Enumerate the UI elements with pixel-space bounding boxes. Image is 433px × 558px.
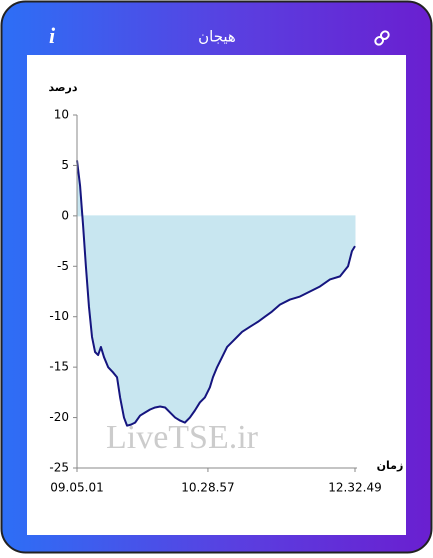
header-title: هیجان — [198, 28, 236, 46]
y-tick-label: -25 — [49, 461, 69, 475]
x-tick-label: 09.05.01 — [50, 481, 103, 495]
y-tick-label: 5 — [61, 158, 69, 172]
x-tick-label: 10.28.57 — [181, 481, 234, 495]
watermark: LiveTSE.ir — [106, 419, 259, 456]
y-tick-label: 0 — [61, 208, 69, 222]
data-line — [76, 160, 356, 427]
info-button[interactable]: i — [49, 23, 56, 48]
y-tick-label: -10 — [49, 309, 69, 323]
y-tick-label: 10 — [54, 108, 69, 122]
x-axis-label: زمان — [377, 459, 404, 472]
y-tick-label: -5 — [57, 259, 69, 273]
y-tick-label: -20 — [49, 410, 69, 424]
y-axis-label: درصد — [49, 81, 78, 94]
y-tick-label: -15 — [49, 360, 69, 374]
link-button[interactable] — [374, 30, 390, 46]
x-tick-label: 12.32.49 — [328, 481, 381, 495]
